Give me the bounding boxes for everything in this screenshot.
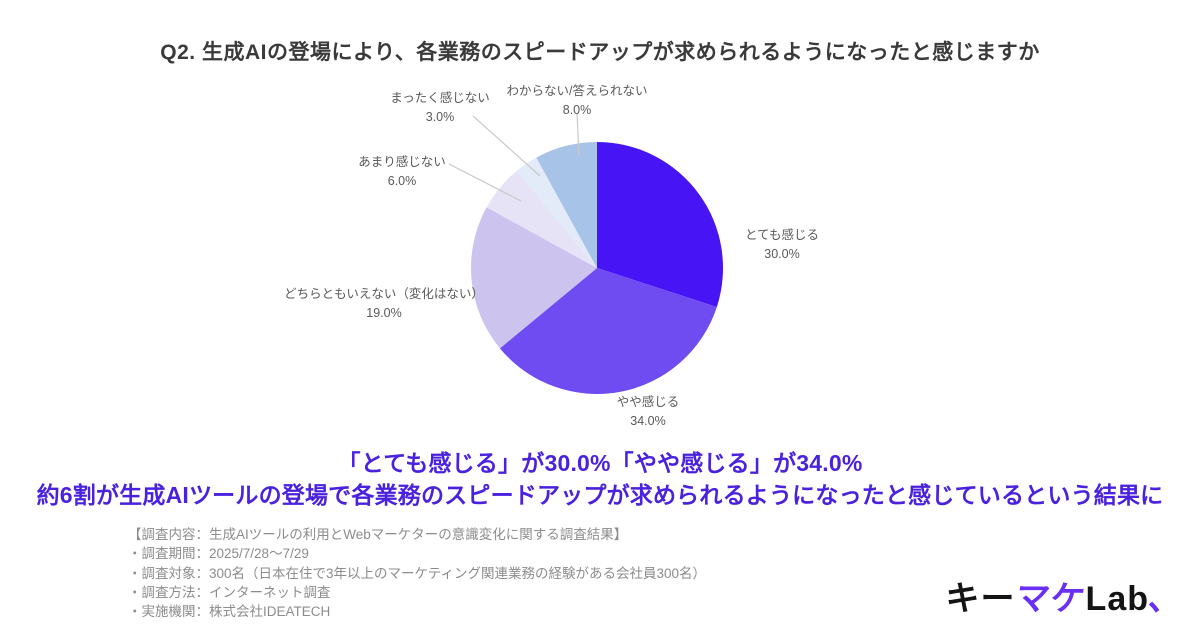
pie-slice bbox=[597, 142, 723, 307]
pie-label-text: どちらともいえない（変化はない） bbox=[284, 287, 484, 301]
pie-label-amari-kanjinai: あまり感じない 6.0% bbox=[358, 153, 446, 192]
pie-slice bbox=[516, 157, 597, 268]
pie-label-text: まったく感じない bbox=[390, 91, 490, 105]
headline-line2: 約6割が生成AIツールの登場で各業務のスピードアップが求められるようになったと感… bbox=[36, 482, 1164, 508]
survey-note-line: 【調査内容：生成AIツールの利用とWebマーケターの意識変化に関する調査結果】 bbox=[128, 527, 628, 542]
logo-text-purple: マケ bbox=[1012, 580, 1088, 618]
survey-note-line: ・実施機関：株式会社IDEATECH bbox=[128, 604, 331, 620]
pie-label-mattaku-kanjinai: まったく感じない 3.0% bbox=[390, 89, 490, 128]
pie-label-pct: 19.0% bbox=[366, 306, 402, 321]
logo-text-black-2: Lab bbox=[1085, 580, 1149, 618]
logo-comma-mark: 、 bbox=[1145, 580, 1187, 618]
pie-label-pct: 6.0% bbox=[387, 174, 417, 189]
kiimake-lab-logo: キーマケLab、 bbox=[945, 571, 1187, 620]
pie-label-text: とても感じる bbox=[744, 228, 820, 242]
pie-label-pct: 8.0% bbox=[562, 103, 592, 118]
pie-slice bbox=[499, 268, 717, 394]
pie-label-dochira-tomo-ienai: どちらともいえない（変化はない） 19.0% bbox=[284, 285, 484, 324]
headline-line1: 「とても感じる」が30.0%「やや感じる」が34.0% bbox=[337, 450, 863, 476]
leader-line-mattaku bbox=[472, 115, 541, 177]
survey-note-line: ・調査対象：300名（日本在住で3年以上のマーケティング関連業務の経験がある会社… bbox=[128, 565, 706, 581]
pie-slice bbox=[536, 142, 597, 268]
pie-label-pct: 30.0% bbox=[764, 247, 800, 262]
pie-label-pct: 3.0% bbox=[425, 110, 455, 125]
survey-notes: 【調査内容：生成AIツールの利用とWebマーケターの意識変化に関する調査結果】 … bbox=[128, 525, 706, 621]
pie-label-pct: 34.0% bbox=[630, 414, 666, 429]
survey-note-line: ・調査期間：2025/7/28〜7/29 bbox=[128, 546, 309, 562]
leader-line-amari bbox=[448, 163, 522, 202]
chart-title: Q2. 生成AIの登場により、各業務のスピードアップが求められるようになったと感… bbox=[160, 41, 1040, 64]
pie-label-text: わからない/答えられない bbox=[506, 84, 648, 98]
pie-slice bbox=[486, 170, 597, 268]
survey-note-line: ・調査方法：インターネット調査 bbox=[128, 584, 331, 600]
pie-slices bbox=[471, 142, 723, 394]
pie-leader-lines bbox=[448, 112, 580, 202]
pie-label-text: やや感じる bbox=[616, 395, 680, 409]
pie-label-wakaranai: わからない/答えられない 8.0% bbox=[507, 82, 648, 121]
logo-text-black-1: キー bbox=[945, 580, 1016, 618]
headline: 「とても感じる」が30.0%「やや感じる」が34.0% 約6割が生成AIツールの… bbox=[0, 447, 1200, 511]
pie-label-totemo-kanjiru: とても感じる 30.0% bbox=[745, 226, 819, 265]
leader-line-wakaranai bbox=[576, 112, 580, 156]
pie-label-text: あまり感じない bbox=[358, 155, 446, 169]
pie-slice bbox=[471, 207, 597, 349]
pie-label-yaya-kanjiru: やや感じる 34.0% bbox=[617, 393, 680, 432]
